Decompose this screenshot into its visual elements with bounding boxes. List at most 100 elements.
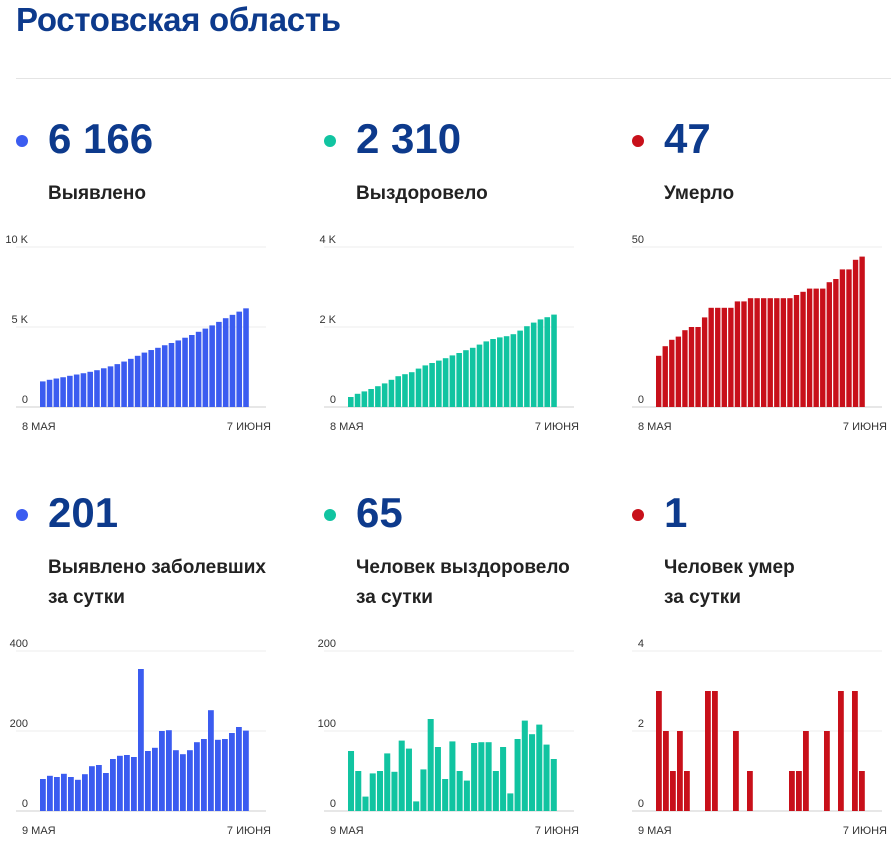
bar: [820, 288, 826, 407]
bar: [75, 779, 81, 811]
bar: [46, 379, 53, 407]
bar: [469, 347, 476, 407]
bar: [148, 350, 154, 407]
bar: [243, 730, 249, 811]
bar: [114, 364, 121, 407]
bar: [852, 259, 859, 407]
bar: [145, 751, 151, 811]
bar: [354, 393, 361, 407]
bar: [456, 353, 462, 407]
bar: [180, 754, 186, 811]
bar: [826, 282, 832, 407]
x-tick-label-end: 7 ИЮНЯ: [227, 421, 271, 433]
confirmed-total-label: Выявлено: [48, 183, 146, 204]
bar: [490, 339, 496, 407]
x-tick-label-end: 7 ИЮНЯ: [843, 825, 887, 837]
bar: [733, 731, 739, 811]
bar: [708, 307, 714, 407]
bar: [195, 331, 202, 407]
y-tick-label: 0: [638, 394, 644, 406]
bar: [669, 339, 675, 407]
bar: [530, 322, 537, 407]
x-tick-label-start: 9 МАЯ: [22, 825, 56, 837]
bar: [510, 334, 517, 407]
x-tick-label-end: 7 ИЮНЯ: [535, 825, 579, 837]
recovered-total-label: Выздоровело: [356, 183, 488, 204]
bar: [94, 370, 100, 407]
bar: [243, 308, 249, 407]
deaths-total-label: Умерло: [664, 183, 735, 204]
bar: [434, 747, 441, 811]
bar: [187, 750, 193, 811]
bar: [663, 731, 669, 811]
bar: [405, 748, 412, 811]
bar: [362, 796, 369, 811]
bar: [161, 345, 168, 407]
y-tick-label: 10 K: [5, 234, 28, 246]
bar: [662, 346, 668, 407]
bar: [68, 777, 74, 811]
bar: [747, 771, 753, 811]
y-tick-label: 50: [632, 234, 644, 246]
header-divider: [16, 78, 891, 79]
bar: [376, 771, 384, 811]
bar: [551, 314, 557, 407]
panel-confirmed-daily: 201 Выявлено заболевших за сутки 0 200 400…: [10, 489, 316, 849]
bar: [492, 771, 499, 811]
x-tick-label-end: 7 ИЮНЯ: [843, 421, 887, 433]
deaths-dot-icon: [632, 135, 644, 147]
bar: [208, 710, 214, 811]
bar: [222, 739, 228, 811]
bar: [701, 317, 708, 407]
bar: [236, 311, 243, 407]
x-tick-label-start: 9 МАЯ: [330, 825, 364, 837]
bar: [215, 739, 221, 811]
confirmed-daily-chart: 0 200 400 9 МАЯ 7 ИЮНЯ: [10, 638, 271, 837]
bar: [761, 298, 767, 407]
x-tick-label-start: 8 МАЯ: [638, 421, 672, 433]
y-tick-label: 2 K: [319, 314, 336, 326]
bar: [656, 691, 662, 811]
bar: [40, 779, 46, 811]
y-tick-label: 0: [638, 798, 644, 810]
bar: [500, 747, 507, 811]
y-tick-label: 0: [22, 798, 28, 810]
y-tick-label: 4 K: [319, 234, 336, 246]
bar: [476, 344, 483, 407]
bar: [503, 336, 510, 407]
bar: [436, 360, 442, 407]
bar: [741, 301, 747, 407]
confirmed-daily-label-line2: за сутки: [48, 587, 125, 608]
bar: [537, 319, 544, 407]
bar: [107, 366, 114, 407]
confirmed-total-value: 6 166: [48, 115, 154, 162]
bar: [420, 769, 427, 811]
bar: [721, 307, 727, 407]
confirmed-daily-dot-icon: [16, 509, 28, 521]
bar: [236, 727, 242, 811]
bar: [747, 298, 754, 407]
bar: [128, 358, 134, 407]
bar: [361, 391, 368, 407]
deaths-total-chart: 0 50 8 МАЯ 7 ИЮНЯ: [632, 234, 887, 433]
recovered-dot-icon: [324, 135, 336, 147]
x-tick-label-start: 8 МАЯ: [330, 421, 364, 433]
bar: [463, 350, 469, 407]
bar: [806, 288, 813, 407]
bar: [442, 358, 449, 407]
x-tick-label-end: 7 ИЮНЯ: [227, 825, 271, 837]
bar: [682, 330, 688, 407]
bar: [189, 335, 195, 407]
bar: [110, 759, 116, 811]
bar: [369, 773, 376, 811]
bar: [229, 314, 236, 407]
bar: [838, 691, 844, 811]
y-tick-label: 200: [10, 718, 28, 730]
bar: [54, 777, 60, 811]
y-tick-label: 0: [22, 394, 28, 406]
bar: [524, 326, 530, 407]
bar: [80, 373, 87, 407]
bar: [368, 389, 374, 407]
bar: [833, 279, 839, 407]
bar: [216, 321, 222, 407]
